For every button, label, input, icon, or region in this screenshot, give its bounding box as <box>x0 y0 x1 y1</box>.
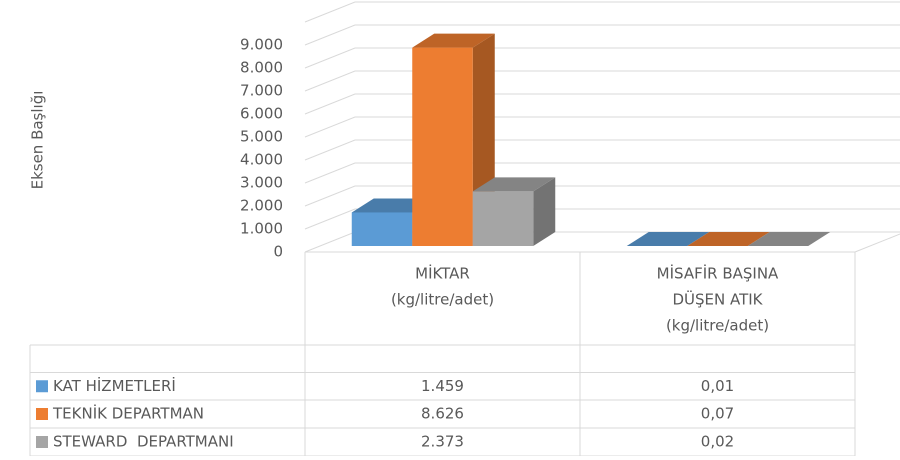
legend-label: TEKNİK DEPARTMAN <box>52 404 204 423</box>
legend-swatch <box>36 408 48 420</box>
grid-line <box>305 163 900 183</box>
legend-swatch <box>36 380 48 392</box>
grid-line <box>305 117 900 137</box>
y-tick-label: 1.000 <box>240 220 283 238</box>
grid-line <box>305 94 900 114</box>
y-tick-label: 4.000 <box>240 151 283 169</box>
table-value: 8.626 <box>421 405 464 423</box>
grid-line <box>305 25 900 45</box>
y-tick-label: 8.000 <box>240 59 283 77</box>
grid-line <box>305 48 900 68</box>
legend-label: KAT HİZMETLERİ <box>53 376 176 395</box>
y-tick-label: 7.000 <box>240 82 283 100</box>
category-label: MİSAFİR BAŞINA <box>657 264 779 283</box>
y-tick-label: 0 <box>273 243 283 261</box>
grid-line <box>305 71 900 91</box>
category-label: MİKTAR <box>415 264 470 283</box>
table-value: 1.459 <box>421 377 464 395</box>
bar <box>412 48 473 246</box>
table-value: 0,02 <box>701 433 734 451</box>
bar <box>352 212 413 246</box>
table-value: 0,01 <box>701 377 734 395</box>
table-value: 0,07 <box>701 405 734 423</box>
bar <box>473 191 534 246</box>
y-tick-label: 3.000 <box>240 174 283 192</box>
y-tick-label: 5.000 <box>240 128 283 146</box>
y-axis-label: Eksen Başlığı <box>29 91 47 190</box>
floor-edge <box>855 232 900 252</box>
y-tick-label: 2.000 <box>240 197 283 215</box>
table-value: 2.373 <box>421 433 464 451</box>
legend-swatch <box>36 436 48 448</box>
y-tick-label: 9.000 <box>240 36 283 54</box>
category-label: DÜŞEN ATIK <box>672 290 763 309</box>
category-label: (kg/litre/adet) <box>666 317 769 335</box>
grid-line <box>305 140 900 160</box>
legend-label: STEWARD DEPARTMANI <box>53 433 234 451</box>
y-tick-label: 6.000 <box>240 105 283 123</box>
category-label: (kg/litre/adet) <box>391 291 494 309</box>
grid-line <box>305 2 900 22</box>
